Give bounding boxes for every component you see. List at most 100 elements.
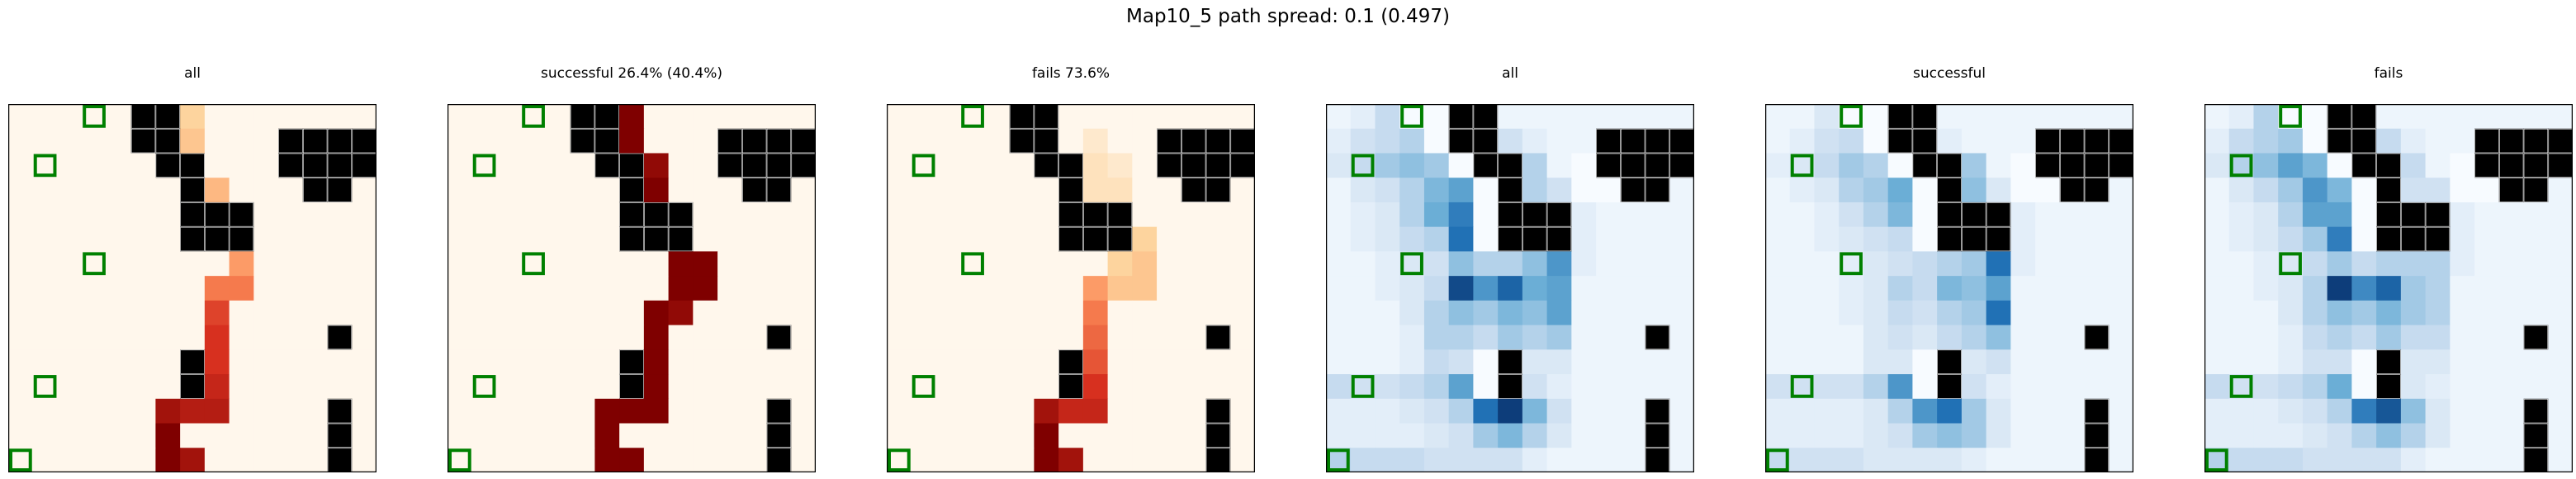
heatmap-cell <box>570 398 595 424</box>
heatmap-cell <box>960 226 986 252</box>
heatmap-cell <box>668 448 694 472</box>
obstacle-cell <box>1498 202 1523 228</box>
heatmap-cell <box>887 251 912 277</box>
heatmap-cell <box>1937 423 1963 448</box>
heatmap-cell <box>1571 448 1597 472</box>
obstacle-cell <box>1058 226 1084 252</box>
heatmap-cell <box>2035 178 2061 203</box>
obstacle-grid <box>1058 202 1083 227</box>
obstacle-cell <box>2400 226 2427 252</box>
heatmap-cell <box>1961 300 1987 326</box>
heatmap-cell <box>791 202 816 228</box>
obstacle-grid <box>1986 226 2011 252</box>
heatmap-cell <box>911 104 936 130</box>
heatmap-cell <box>2474 374 2500 400</box>
obstacle-grid <box>180 374 205 399</box>
heatmap-cell <box>278 276 304 301</box>
heatmap-cell <box>2351 226 2377 252</box>
heatmap-cell <box>327 251 353 277</box>
heatmap-cell <box>2474 448 2500 472</box>
obstacle-grid <box>766 423 792 448</box>
obstacle-grid <box>1181 178 1206 202</box>
heatmap-cell <box>1571 349 1597 375</box>
heatmap-cell <box>935 325 961 350</box>
obstacle-cell <box>2425 226 2451 252</box>
heatmap-cell <box>2278 325 2304 350</box>
heatmap-cell <box>1522 325 1548 350</box>
heatmap-cell <box>302 448 329 472</box>
obstacle-cell <box>594 128 620 154</box>
obstacle-grid <box>1937 226 1962 252</box>
obstacle-cell <box>1181 128 1207 154</box>
heatmap-cell <box>1009 398 1035 424</box>
heatmap-cell <box>1132 374 1158 400</box>
heatmap-cell <box>1571 128 1597 154</box>
obstacle-cell <box>327 178 353 203</box>
heatmap-cell <box>1399 153 1425 178</box>
heatmap-cell <box>1937 325 1963 350</box>
heatmap-cell <box>32 276 58 301</box>
heatmap-cell <box>2327 398 2352 424</box>
heatmap-cell <box>643 104 670 130</box>
obstacle-cell <box>1181 153 1207 178</box>
heatmap-cell <box>668 276 694 301</box>
obstacle-cell <box>180 202 206 228</box>
heatmap-cell <box>887 104 912 130</box>
heatmap-cell <box>1082 448 1109 472</box>
obstacle-cell <box>1181 178 1207 203</box>
heatmap-cell <box>1986 128 2011 154</box>
heatmap-cell <box>2204 153 2230 178</box>
heatmap-cell <box>1789 398 1815 424</box>
heatmap-cell <box>1423 276 1450 301</box>
heatmap-cell <box>960 374 986 400</box>
obstacle-cell <box>2376 226 2402 252</box>
heatmap-cell <box>1912 251 1938 277</box>
target-marker <box>2205 448 2228 472</box>
heatmap-cell <box>570 448 595 472</box>
heatmap-cell <box>1620 349 1646 375</box>
obstacle-cell <box>594 104 620 130</box>
heatmap-cell <box>887 202 912 228</box>
target-marker <box>1351 154 1375 178</box>
target-marker <box>1840 105 1863 128</box>
obstacle-cell <box>619 178 645 203</box>
heatmap-cell <box>1205 349 1231 375</box>
obstacle-grid <box>180 178 205 202</box>
heatmap-cell <box>2059 276 2086 301</box>
obstacle-grid <box>1058 349 1083 374</box>
obstacle-grid <box>278 128 303 154</box>
heatmap-cell <box>643 178 670 203</box>
heatmap-cell <box>82 153 107 178</box>
heatmap-cell <box>2010 276 2036 301</box>
heatmap-cell <box>1814 276 1840 301</box>
obstacle-grid <box>1937 153 1962 178</box>
heatmap-cell <box>2376 398 2402 424</box>
heatmap-cell <box>2278 423 2304 448</box>
heatmap-cell <box>1350 276 1376 301</box>
heatmap-cell <box>1448 276 1474 301</box>
obstacle-cell <box>2376 178 2402 203</box>
heatmap-cell <box>2376 300 2402 326</box>
heatmap-cell <box>1326 398 1352 424</box>
heatmap-cell <box>693 128 718 154</box>
obstacle-grid <box>741 128 767 154</box>
obstacle-grid <box>2523 423 2549 448</box>
obstacle-grid <box>1645 398 1670 424</box>
obstacle-cell <box>766 448 792 472</box>
heatmap-cell <box>1423 374 1450 400</box>
obstacle-grid <box>619 202 644 227</box>
heatmap-cell <box>1326 128 1352 154</box>
heatmap-cell <box>960 178 986 203</box>
obstacle-grid <box>766 178 792 202</box>
heatmap-cell <box>619 276 645 301</box>
heatmap-cell <box>2327 423 2352 448</box>
heatmap-cell <box>1546 448 1572 472</box>
obstacle-grid <box>2523 398 2549 424</box>
heatmap-cell <box>594 423 620 448</box>
obstacle-cell <box>1058 153 1084 178</box>
heatmap-cell <box>594 374 620 400</box>
heatmap-cell <box>2474 349 2500 375</box>
obstacle-grid <box>1498 153 1522 178</box>
obstacle-cell <box>1157 153 1182 178</box>
heatmap-cell <box>1473 178 1499 203</box>
